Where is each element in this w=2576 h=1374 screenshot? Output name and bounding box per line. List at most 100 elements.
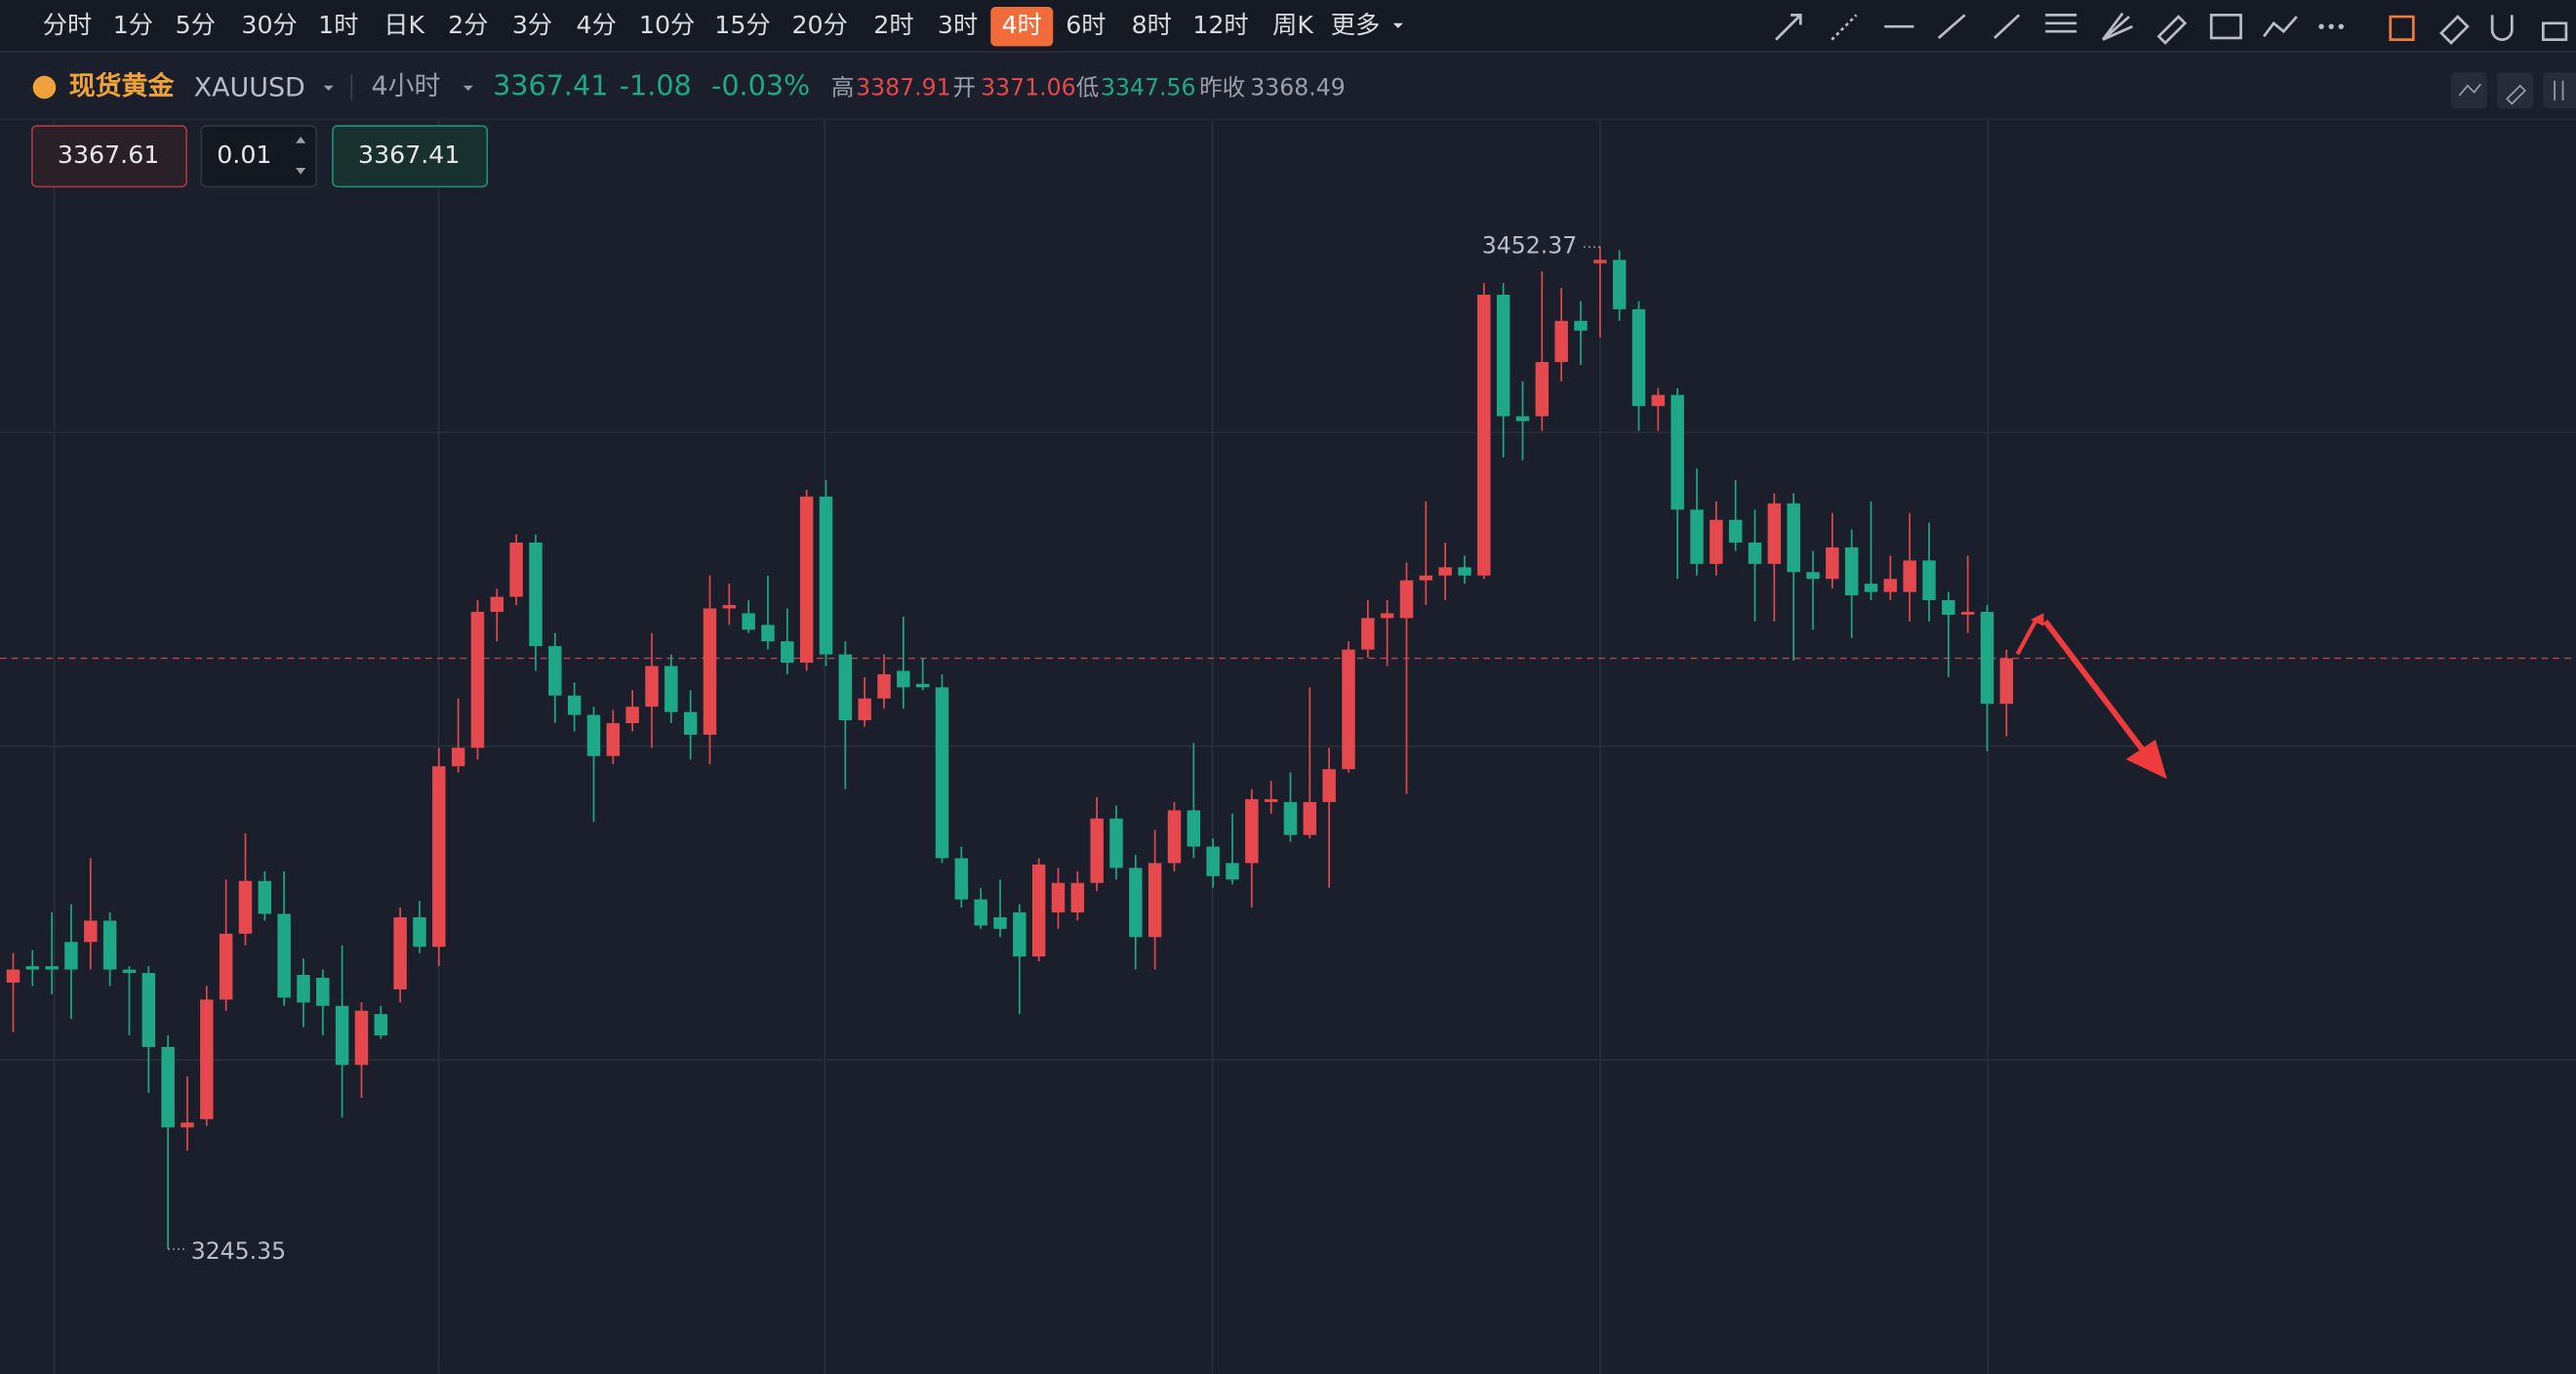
candle-body [1147, 863, 1162, 938]
candle-body [451, 748, 465, 767]
drawing-tools[interactable] [1775, 12, 2568, 45]
toolbar [0, 0, 2576, 52]
stat-value: 3387.91 [856, 74, 950, 101]
more-tools[interactable] [2318, 23, 2344, 29]
bid-price[interactable]: 3367.41 [358, 141, 460, 169]
timeframe-tab[interactable]: 3时 [938, 11, 978, 39]
candle-body [1690, 509, 1704, 564]
timeframe-tab[interactable]: 2时 [873, 11, 913, 39]
candle-body [1844, 546, 1859, 596]
candle-body [1187, 810, 1201, 847]
timeframe-tab[interactable]: 30分 [241, 11, 297, 39]
interval[interactable]: 4小时 [372, 71, 441, 101]
candle-body [1090, 818, 1104, 883]
candle-body [1942, 600, 1955, 615]
candle-body [993, 916, 1007, 929]
candle-body [1728, 519, 1743, 544]
candle-body [819, 496, 833, 655]
candle-body [897, 670, 910, 688]
timeframe-tab[interactable]: 20分 [791, 11, 847, 39]
candle-body [1515, 416, 1530, 422]
dropdown-caret [463, 85, 473, 91]
candle-body [1496, 295, 1510, 417]
timeframe-tab[interactable]: 分时 [43, 11, 93, 39]
candle-body [1361, 618, 1375, 650]
candle-body [1342, 649, 1355, 770]
timeframe-tab[interactable]: 更多 [1331, 11, 1381, 39]
candle-body [1458, 567, 1471, 576]
candle-body [586, 714, 601, 756]
candle-body [181, 1122, 194, 1128]
timeframe-tab[interactable]: 2分 [448, 11, 488, 39]
candle-body [1380, 613, 1394, 619]
last-price: 3367.41 [493, 68, 608, 101]
stat-label: 开 [953, 74, 977, 101]
ask-price[interactable]: 3367.61 [58, 141, 159, 169]
stat-value: 3371.06 [981, 74, 1075, 101]
candle-body [1399, 580, 1414, 619]
candle-body [606, 723, 621, 756]
timeframe-tab[interactable]: 1时 [318, 11, 358, 39]
candle-body [1477, 295, 1491, 576]
symbol-name: 现货黄金 [69, 70, 176, 101]
stat-label: 低 [1076, 74, 1100, 101]
stat-value: 3347.56 [1101, 74, 1195, 101]
candle-body [1206, 846, 1220, 876]
active-tab[interactable] [990, 6, 1054, 47]
quantity[interactable]: 0.01 [217, 141, 271, 169]
candle-body [529, 543, 543, 647]
panel-buttons[interactable] [2451, 72, 2576, 109]
candle-body [1245, 798, 1259, 864]
timeframe-tab[interactable]: 6时 [1066, 11, 1106, 39]
candle-body [1031, 864, 1046, 957]
candle-body [297, 975, 310, 1003]
timeframe-tab[interactable]: 1分 [113, 11, 153, 39]
candle-body [1226, 863, 1239, 880]
high-label: 3452.37 [1482, 232, 1577, 260]
candle-body [1051, 882, 1066, 913]
candle-body [1767, 503, 1782, 564]
dropdown-caret [1392, 22, 1403, 28]
bid-box[interactable] [332, 125, 489, 188]
candle-body [1787, 503, 1800, 573]
candle-body [1631, 308, 1646, 407]
symbol-icon [32, 75, 57, 100]
candle-body [974, 899, 987, 926]
candle-body [25, 966, 40, 970]
candle-body [1903, 560, 1916, 592]
timeframe-tab[interactable]: 4时 [1002, 11, 1042, 39]
candle-body [683, 711, 698, 735]
timeframe-tab[interactable]: 10分 [639, 11, 695, 39]
candle-body [1109, 818, 1123, 869]
quantity-box[interactable] [200, 125, 317, 188]
ask-box[interactable] [30, 125, 187, 188]
timeframe-tab[interactable]: 12时 [1192, 11, 1248, 39]
candle-body [141, 973, 156, 1047]
candle-body [1535, 361, 1550, 417]
candle-body [1999, 658, 2014, 705]
timeframe-tab[interactable]: 8时 [1132, 11, 1172, 39]
candle-body [1670, 394, 1684, 510]
candle-body [625, 707, 639, 724]
timeframe-tab[interactable]: 周K [1272, 11, 1314, 39]
candle-body [84, 920, 98, 943]
timeframe-tab[interactable]: 3分 [512, 11, 552, 39]
candle-body [781, 641, 794, 664]
candle-body [1264, 798, 1278, 802]
change: -1.08 [620, 68, 692, 101]
candle-body [664, 666, 678, 712]
candle-body [1167, 810, 1182, 864]
timeframe-tab[interactable]: 日K [383, 11, 425, 39]
change-pct: -0.03% [711, 68, 810, 101]
timeframe-tab[interactable]: 15分 [714, 11, 770, 39]
candle-body [64, 942, 78, 970]
timeframe-tab[interactable]: 4分 [577, 11, 617, 39]
candle-body [1710, 519, 1723, 564]
candle-body [877, 673, 891, 699]
timeframe-tab[interactable]: 5分 [176, 11, 216, 39]
candle-body [1651, 394, 1666, 407]
candle-body [238, 880, 253, 934]
candle-body [1419, 575, 1433, 581]
